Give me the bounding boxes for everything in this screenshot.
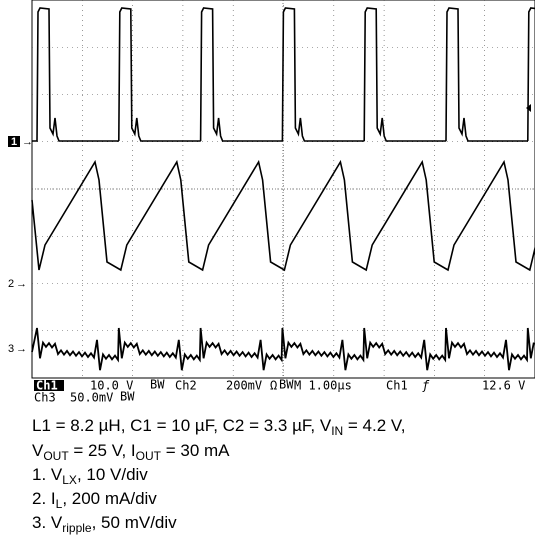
caption-text: 3. V — [32, 513, 63, 532]
status: 200mV — [226, 379, 262, 393]
marker-2: 2 — [8, 278, 14, 290]
caption-line: 1. VLX, 10 V/div — [32, 465, 148, 487]
caption-text: V — [32, 441, 44, 460]
subscript: ripple — [62, 521, 92, 535]
caption-text: , 10 V/div — [76, 465, 148, 484]
caption-text: = 30 mA — [161, 441, 230, 460]
oscilloscope: 1 → 2 → 3 → Ch1 10.0 V BW Ch2 200mV Ω BW… — [8, 0, 535, 405]
status: M 1.00µs — [294, 379, 352, 393]
subscript: L — [55, 497, 63, 511]
status: 12.6 V — [482, 379, 525, 393]
ch1-trace — [32, 7, 535, 142]
status: 50.0mV — [70, 391, 113, 405]
status: Ω — [270, 379, 277, 393]
marker-arrow: → — [22, 136, 33, 148]
caption-line: VOUT = 25 V, IOUT = 30 mA — [32, 441, 230, 463]
subscript: IN — [331, 424, 344, 438]
subscript: LX — [62, 473, 77, 487]
waveforms — [31, 7, 535, 371]
caption-line: L1 = 8.2 µH, C1 = 10 µF, C2 = 3.3 µF, VI… — [32, 416, 405, 438]
ch2-trace — [31, 159, 535, 272]
subscript: OUT — [43, 449, 69, 463]
status: 10.0 V — [90, 379, 133, 393]
status: Ch1 — [386, 379, 408, 393]
marker-box — [8, 136, 20, 147]
caption-text: 2. I — [32, 489, 56, 508]
marker-arrow: → — [16, 278, 27, 290]
status: ƒ — [422, 379, 430, 393]
caption-text: 1. V — [32, 465, 63, 484]
marker-3: 3 — [8, 343, 14, 355]
status: BW — [279, 378, 294, 392]
status: Ch3 — [34, 391, 56, 405]
caption-text: = 4.2 V, — [343, 416, 406, 435]
caption-text: , 200 mA/div — [62, 489, 157, 508]
marker-arrow: → — [16, 343, 27, 355]
trigger-arrow — [526, 104, 531, 112]
caption-text: = 25 V, I — [68, 441, 136, 460]
status: BW — [120, 390, 135, 404]
caption-line: 2. IL, 200 mA/div — [32, 489, 157, 511]
marker-1: 1 — [11, 136, 17, 148]
grid — [32, 0, 535, 378]
status: BW — [150, 378, 165, 392]
ch3-trace — [31, 327, 535, 371]
caption-line: 3. Vripple, 50 mV/div — [32, 513, 177, 535]
status: Ch2 — [175, 379, 197, 393]
ch1-box — [34, 380, 64, 391]
subscript: OUT — [135, 449, 161, 463]
caption-text: L1 = 8.2 µH, C1 = 10 µF, C2 = 3.3 µF, V — [32, 416, 332, 435]
caption-text: , 50 mV/div — [91, 513, 177, 532]
status: Ch1 — [36, 379, 58, 393]
